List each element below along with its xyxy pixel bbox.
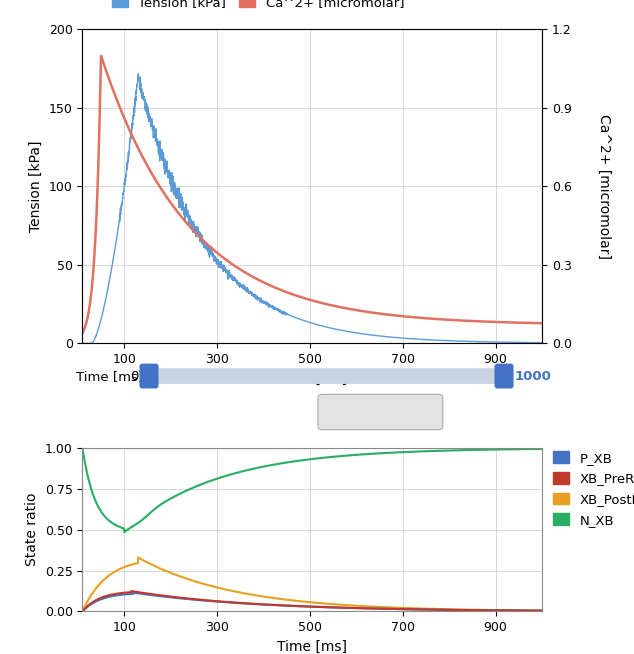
XB_PostR	[255, 592, 262, 600]
N_XB	[275, 460, 283, 468]
FancyBboxPatch shape	[147, 368, 506, 384]
XB_PreR	[255, 600, 262, 608]
Text: 1000: 1000	[514, 370, 551, 383]
N_XB	[79, 444, 86, 452]
X-axis label: Time [ms]: Time [ms]	[277, 640, 347, 654]
FancyBboxPatch shape	[318, 394, 443, 430]
FancyBboxPatch shape	[139, 364, 158, 388]
XB_PreR	[79, 608, 86, 615]
Y-axis label: Tension [kPa]: Tension [kPa]	[29, 141, 43, 232]
P_XB	[529, 607, 537, 615]
N_XB	[120, 528, 128, 536]
XB_PostR	[134, 554, 142, 562]
XB_PreR	[538, 607, 546, 615]
Y-axis label: Ca^2+ [micromolar]: Ca^2+ [micromolar]	[597, 114, 611, 259]
Line: N_XB: N_XB	[82, 448, 542, 532]
XB_PreR	[529, 607, 537, 615]
P_XB	[480, 606, 488, 614]
N_XB	[529, 445, 537, 453]
Line: P_XB: P_XB	[82, 593, 542, 611]
N_XB	[480, 446, 488, 454]
XB_PreR	[131, 588, 139, 596]
P_XB	[538, 607, 546, 615]
Text: 0: 0	[131, 370, 139, 383]
XB_PostR	[538, 607, 546, 615]
Text: Time [ms]: Time [ms]	[76, 370, 143, 383]
Line: XB_PreR: XB_PreR	[82, 591, 542, 611]
P_XB	[255, 600, 262, 608]
XB_PostR	[158, 566, 166, 574]
Y-axis label: State ratio: State ratio	[25, 493, 39, 566]
XB_PostR	[480, 606, 488, 614]
XB_PreR	[480, 606, 488, 614]
X-axis label: Time [ms]: Time [ms]	[277, 371, 347, 386]
N_XB	[131, 521, 139, 529]
XB_PostR	[79, 608, 86, 615]
P_XB	[158, 593, 166, 600]
N_XB	[158, 500, 166, 508]
XB_PostR	[529, 607, 537, 615]
N_XB	[255, 464, 262, 472]
XB_PostR	[275, 594, 283, 602]
P_XB	[130, 589, 138, 596]
Text: Plot state ratio: Plot state ratio	[332, 405, 429, 419]
N_XB	[538, 445, 546, 453]
XB_PostR	[131, 560, 139, 568]
Line: XB_PostR: XB_PostR	[82, 558, 542, 611]
XB_PreR	[275, 601, 283, 609]
XB_PreR	[158, 592, 166, 600]
Legend: P_XB, XB_PreR, XB_PostR, N_XB: P_XB, XB_PreR, XB_PostR, N_XB	[553, 451, 634, 526]
P_XB	[79, 608, 86, 615]
P_XB	[275, 602, 283, 610]
Legend: Tension [kPa], Ca^2+ [micromolar]: Tension [kPa], Ca^2+ [micromolar]	[112, 0, 404, 9]
FancyBboxPatch shape	[495, 364, 514, 388]
P_XB	[131, 589, 139, 597]
XB_PreR	[127, 587, 135, 595]
